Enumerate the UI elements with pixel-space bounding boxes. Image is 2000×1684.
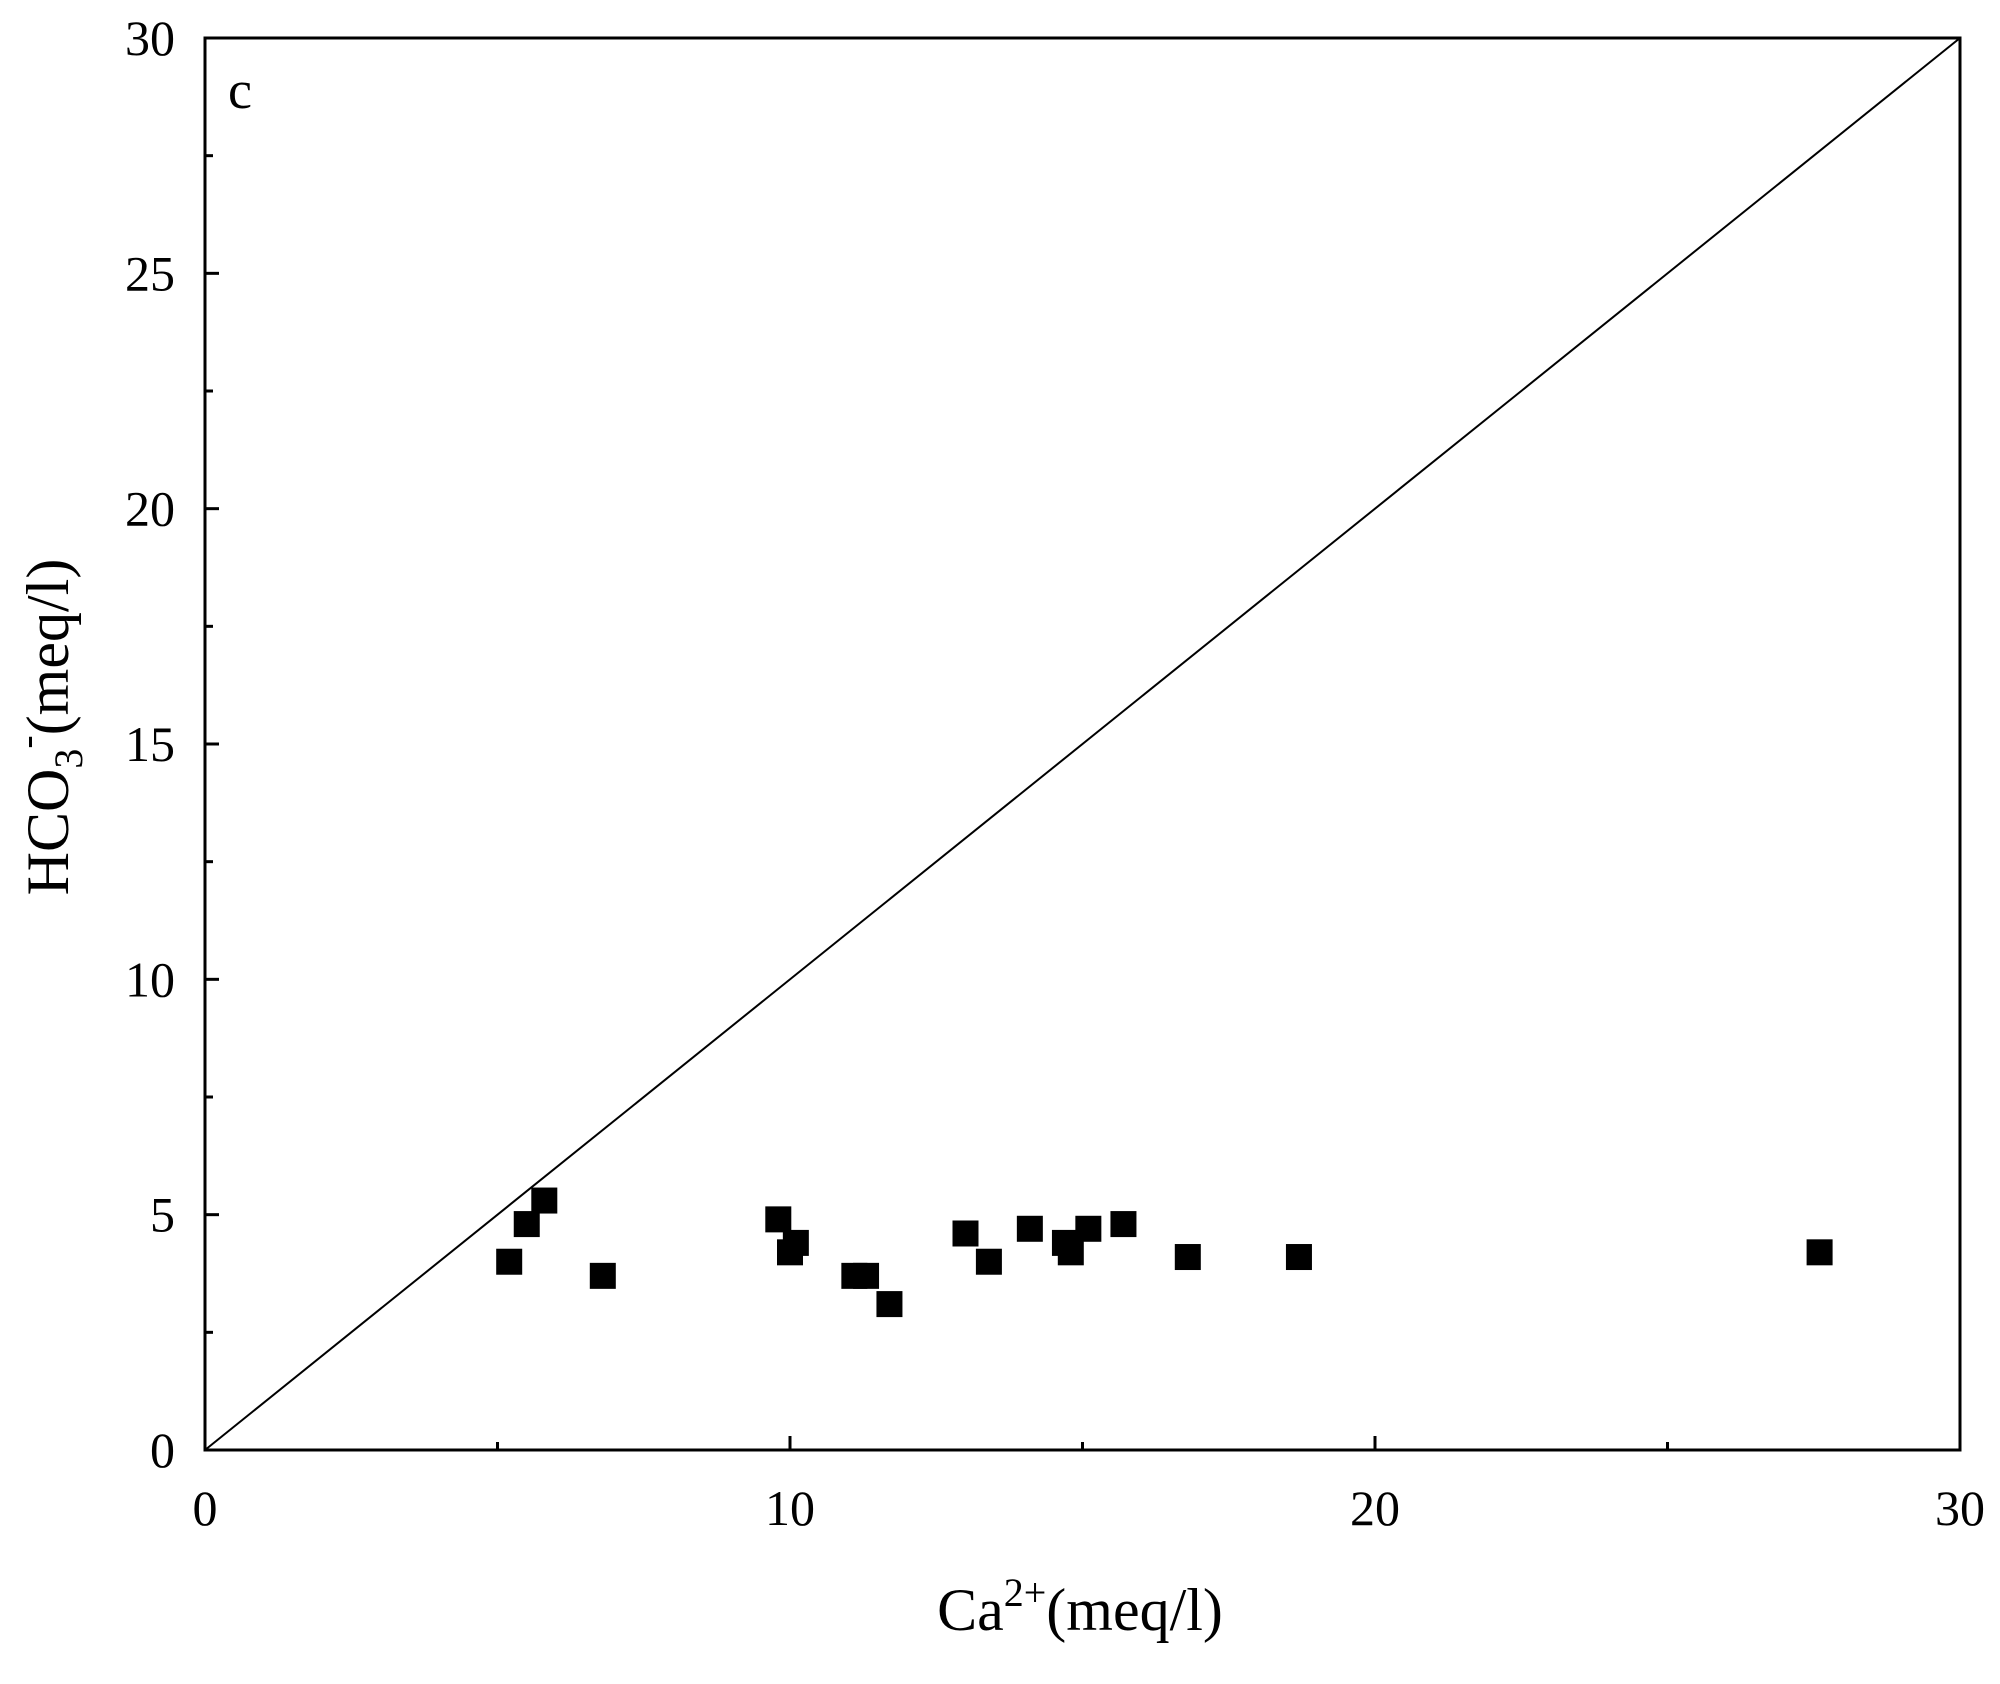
- data-point: [1285, 1244, 1312, 1271]
- x-tick-label: 10: [765, 1480, 815, 1536]
- data-point: [782, 1229, 809, 1256]
- data-point: [589, 1262, 616, 1289]
- data-point: [1016, 1215, 1043, 1242]
- x-axis-title: Ca2+(meq/l): [937, 1570, 1223, 1643]
- y-axis-title-superscript: -: [4, 735, 49, 748]
- y-tick-label: 0: [150, 1422, 175, 1478]
- y-tick-label: 5: [150, 1187, 175, 1243]
- y-axis-title-base: HCO: [15, 769, 81, 896]
- data-point: [531, 1187, 558, 1214]
- data-point: [496, 1248, 523, 1275]
- y-tick-label: 10: [125, 951, 175, 1007]
- x-axis-title-base: Ca: [937, 1577, 1004, 1643]
- y-axis-title-subscript: 3: [46, 749, 91, 769]
- x-tick-label: 0: [193, 1480, 218, 1536]
- x-tick-label: 20: [1350, 1480, 1400, 1536]
- data-point: [975, 1248, 1002, 1275]
- data-point: [853, 1262, 880, 1289]
- data-point: [765, 1206, 792, 1233]
- y-tick-label: 15: [125, 716, 175, 772]
- data-point: [1110, 1211, 1137, 1238]
- panel-label: c: [228, 60, 252, 120]
- data-point: [1075, 1215, 1102, 1242]
- data-point: [876, 1291, 903, 1318]
- y-tick-label: 25: [125, 245, 175, 301]
- x-axis-title-superscript: 2+: [1004, 1570, 1047, 1615]
- reference-line-1-to-1: [204, 37, 1961, 1451]
- x-tick-label: 30: [1935, 1480, 1985, 1536]
- data-point: [1174, 1244, 1201, 1271]
- y-axis-title: HCO3-(meq/l): [4, 559, 91, 896]
- data-point: [1057, 1239, 1084, 1266]
- y-tick-label: 30: [125, 10, 175, 66]
- y-axis-title-unit: (meq/l): [15, 559, 81, 736]
- plot-area: 0 10 20 30 0 5 10 15 20 25 30: [125, 10, 1985, 1536]
- y-tick-label: 20: [125, 481, 175, 537]
- data-point: [952, 1220, 979, 1247]
- data-point: [1806, 1239, 1833, 1266]
- x-axis-title-unit: (meq/l): [1046, 1577, 1223, 1643]
- data-point: [513, 1211, 540, 1238]
